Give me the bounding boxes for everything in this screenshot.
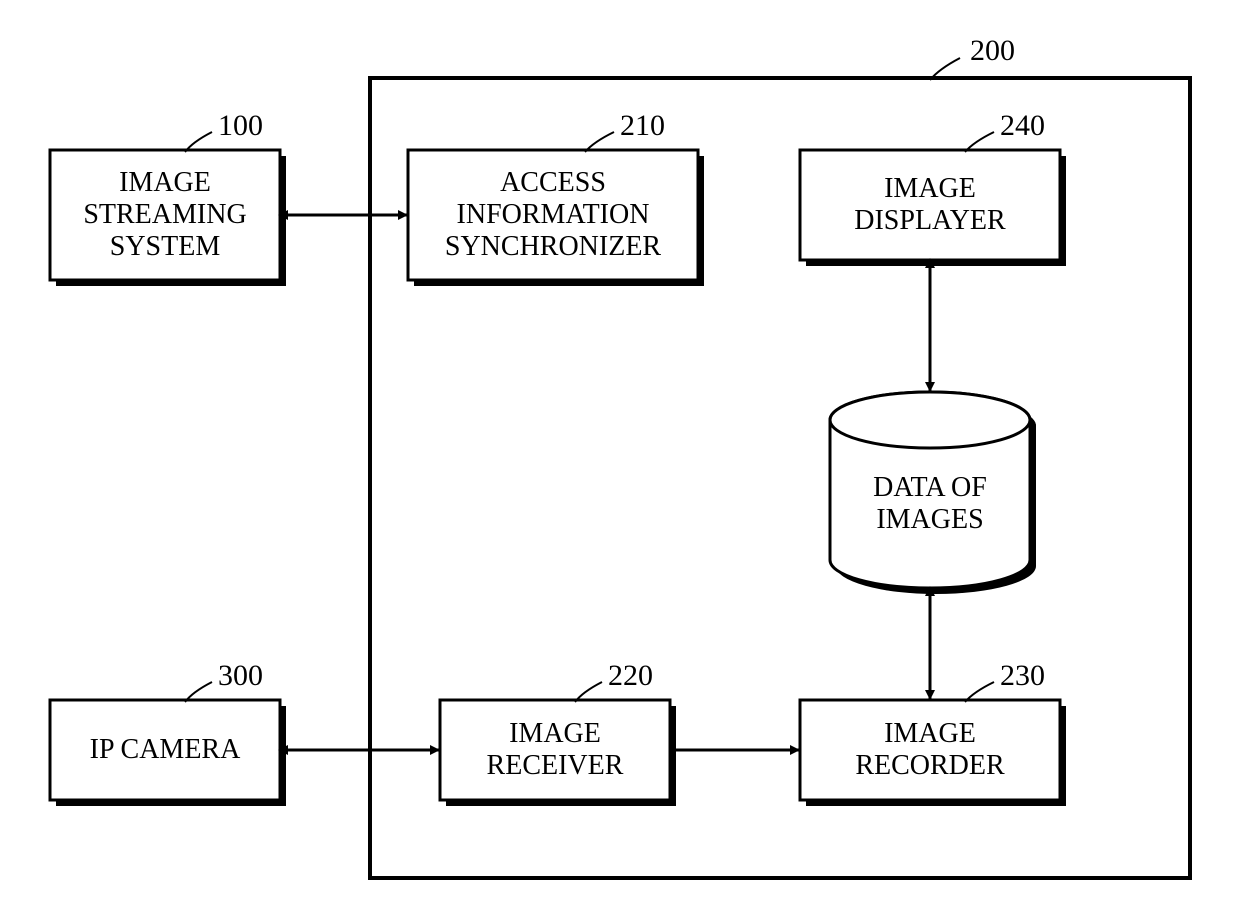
- n210-label-line-2: SYNCHRONIZER: [445, 231, 662, 262]
- n220-ref-label: 220: [608, 659, 653, 692]
- n220-label-line-1: RECEIVER: [487, 750, 624, 781]
- cylinder-label-line-1: IMAGES: [876, 504, 983, 535]
- n230-label-line-1: RECORDER: [855, 750, 1005, 781]
- n100-label-line-0: IMAGE: [119, 167, 211, 198]
- cylinder-label-line-0: DATA OF: [873, 472, 987, 503]
- n300-ref-label: 300: [218, 659, 263, 692]
- n210-label-line-1: INFORMATION: [457, 199, 650, 230]
- system-diagram: 200IMAGESTREAMINGSYSTEM100ACCESSINFORMAT…: [0, 0, 1240, 913]
- n230-ref-label: 230: [1000, 659, 1045, 692]
- ref-label-200: 200: [970, 34, 1015, 67]
- n100-label-line-1: STREAMING: [83, 199, 246, 230]
- n220-label-line-0: IMAGE: [509, 718, 601, 749]
- n230-label-line-0: IMAGE: [884, 718, 976, 749]
- n240-label-line-0: IMAGE: [884, 173, 976, 204]
- n100-label-line-2: SYSTEM: [110, 231, 221, 262]
- cylinder-top: [830, 392, 1030, 448]
- n300-label-line-0: IP CAMERA: [90, 734, 241, 765]
- n100-ref-label: 100: [218, 109, 263, 142]
- n210-label-line-0: ACCESS: [500, 167, 606, 198]
- n240-ref-label: 240: [1000, 109, 1045, 142]
- n240-label-line-1: DISPLAYER: [854, 205, 1006, 236]
- n210-ref-label: 210: [620, 109, 665, 142]
